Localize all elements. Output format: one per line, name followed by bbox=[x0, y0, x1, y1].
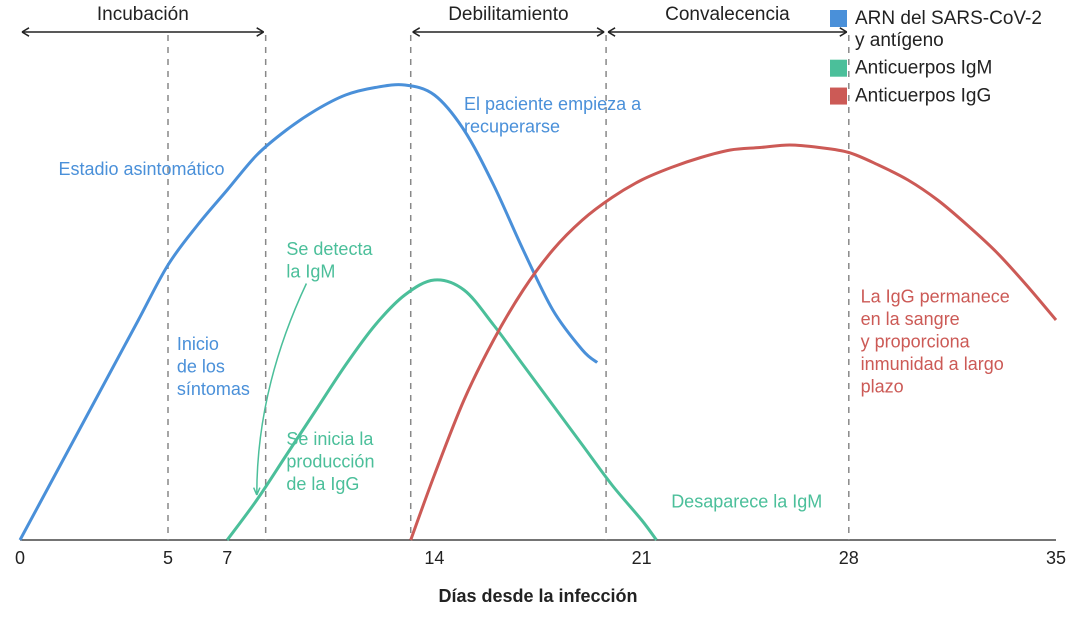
legend-swatch-rna bbox=[830, 10, 847, 27]
annotation-igg-start-line0: Se inicia la bbox=[286, 429, 374, 449]
annotation-igm-gone-line0: Desaparece la IgM bbox=[671, 492, 822, 512]
annotation-igg-persist-line2: y proporciona bbox=[861, 332, 971, 352]
chart-svg: Incubación Debilitamiento Convalecencia Est… bbox=[0, 0, 1076, 638]
x-axis-label: Días desde la infección bbox=[438, 586, 637, 606]
legend-label-igm: Anticuerpos IgM bbox=[855, 58, 992, 79]
annotation-igm-detect-line0: Se detecta bbox=[286, 239, 373, 259]
annotation-recovery-line1: recuperarse bbox=[464, 117, 560, 137]
x-tick-14: 14 bbox=[424, 548, 444, 568]
infection-timeline-chart: Incubación Debilitamiento Convalecencia Est… bbox=[0, 0, 1076, 638]
legend-swatch-igg bbox=[830, 88, 847, 105]
legend-label-rna-l0: ARN del SARS-CoV-2 bbox=[855, 8, 1042, 29]
annotation-igg-persist-line3: inmunidad a largo bbox=[861, 354, 1004, 374]
annotation-symptoms-line2: síntomas bbox=[177, 379, 250, 399]
legend-swatch-igm bbox=[830, 60, 847, 77]
annotation-igg-start-line2: de la IgG bbox=[286, 474, 359, 494]
annotation-igg-persist-line0: La IgG permanece bbox=[861, 287, 1010, 307]
legend-label-igg: Anticuerpos IgG bbox=[855, 86, 991, 107]
annotation-symptoms-line0: Inicio bbox=[177, 334, 219, 354]
annotation-recovery-line0: El paciente empieza a bbox=[464, 94, 642, 114]
x-tick-0: 0 bbox=[15, 548, 25, 568]
x-tick-21: 21 bbox=[632, 548, 652, 568]
annotation-asymptomatic: Estadio asintomático bbox=[58, 159, 224, 179]
x-tick-28: 28 bbox=[839, 548, 859, 568]
phase-label-1: Debilitamiento bbox=[448, 4, 568, 25]
phase-label-2: Convalecencia bbox=[665, 4, 790, 25]
annotation-igg-start-line1: producción bbox=[286, 452, 374, 472]
annotation-asymptomatic-line0: Estadio asintomático bbox=[58, 159, 224, 179]
x-tick-5: 5 bbox=[163, 548, 173, 568]
legend-label-rna-l1: y antígeno bbox=[855, 30, 944, 51]
annotation-igm-detect-line1: la IgM bbox=[286, 262, 335, 282]
annotation-igm-gone: Desaparece la IgM bbox=[671, 492, 822, 512]
x-tick-35: 35 bbox=[1046, 548, 1066, 568]
phase-label-0: Incubación bbox=[97, 4, 189, 25]
x-tick-7: 7 bbox=[222, 548, 232, 568]
annotation-igg-persist-line4: plazo bbox=[861, 377, 904, 397]
annotation-igg-persist-line1: en la sangre bbox=[861, 309, 960, 329]
annotation-symptoms-line1: de los bbox=[177, 357, 225, 377]
